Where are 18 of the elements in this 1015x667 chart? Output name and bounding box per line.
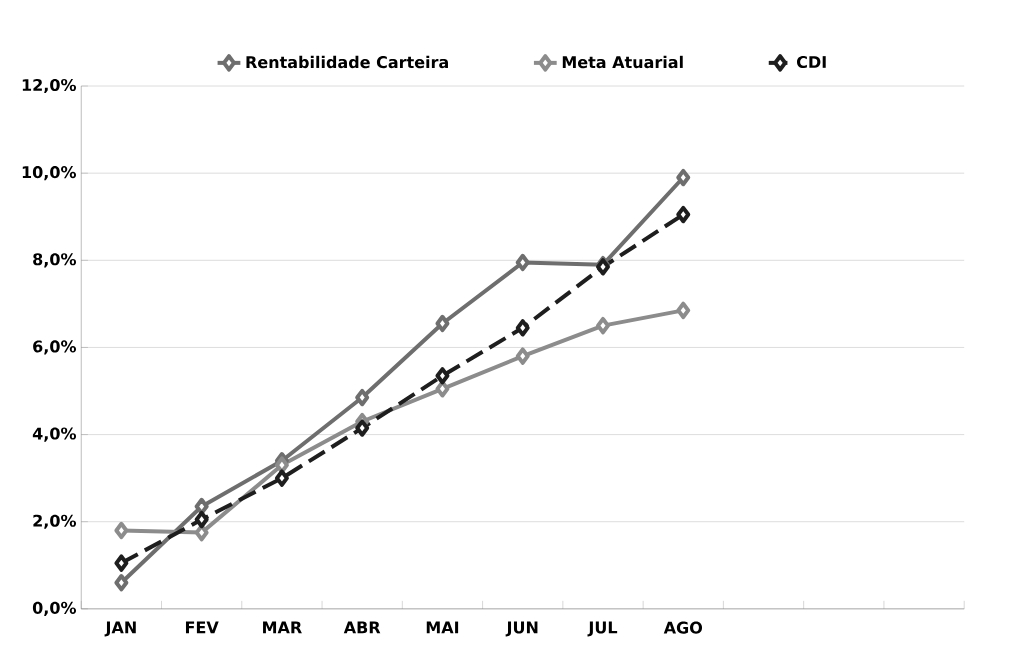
x-tick-label: MAR [263,621,302,634]
x-tick-label: JUN [505,621,538,637]
y-tick-label: 4,0% [32,427,77,442]
x-tick-label: JUL [587,621,618,637]
y-tick-label: 10,0% [22,166,77,181]
x-tick-label: JAN [104,621,136,637]
legend-label: CDI [796,56,826,69]
y-tick-label: 8,0% [33,253,77,268]
y-tick-label: 2,0% [33,514,77,529]
y-tick-label: 12,0% [22,79,77,94]
x-tick-label: MAI [426,621,459,634]
x-tick-label: FEV [185,621,219,634]
y-tick-label: 0,0% [32,601,77,616]
legend-label: Meta Atuarial [562,55,683,69]
y-tick-label: 6,0% [33,340,77,355]
x-tick-label: ABR [343,621,381,634]
x-tick-label: AGO [663,621,703,634]
legend-label: Rentabilidade Carteira [246,55,448,69]
